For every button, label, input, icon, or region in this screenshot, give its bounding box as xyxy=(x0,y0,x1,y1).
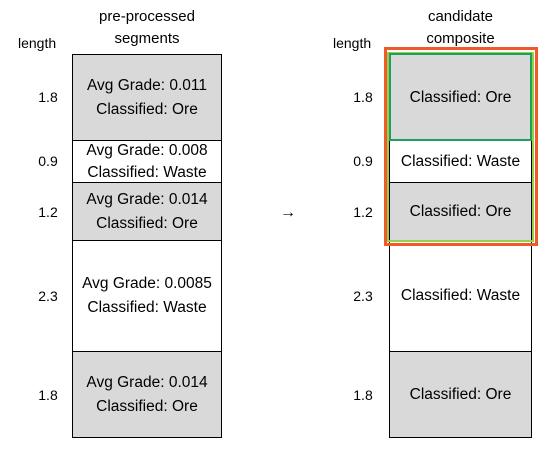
left-length-value: 1.8 xyxy=(38,387,58,403)
left-length-label: length xyxy=(18,35,57,51)
right-length-value: 0.9 xyxy=(353,153,373,169)
right-length-label: length xyxy=(333,35,372,51)
left-header-line2: segments xyxy=(114,30,180,47)
segment-class: Classified: Ore xyxy=(409,385,512,403)
right-length-value: 2.3 xyxy=(353,288,373,304)
right-column-header: candidate composite xyxy=(389,6,532,50)
arrow-icon: → xyxy=(280,204,296,221)
left-segment-4: Avg Grade: 0.0085 Classified: Waste xyxy=(72,240,222,352)
segment-class: Classified: Waste xyxy=(400,287,521,304)
segment-class: Classified: Waste xyxy=(87,163,207,181)
left-length-value: 1.2 xyxy=(38,204,58,220)
right-length-value: 1.8 xyxy=(353,89,373,105)
right-segment-4: Classified: Waste xyxy=(389,240,532,352)
left-segment-2: Avg Grade: 0.008 Classified: Waste xyxy=(72,140,222,183)
left-segment-5: Avg Grade: 0.014 Classified: Ore xyxy=(72,351,222,438)
segment-class: Classified: Ore xyxy=(96,214,198,232)
right-length-value: 1.8 xyxy=(353,387,373,403)
left-header-line1: pre-processed xyxy=(99,8,195,25)
right-header-line2: composite xyxy=(426,30,495,47)
segment-class: Classified: Ore xyxy=(96,100,198,118)
right-length-value: 1.2 xyxy=(353,204,373,220)
left-length-value: 2.3 xyxy=(38,288,58,304)
segment-class: Classified: Ore xyxy=(409,88,512,106)
segment-class: Classified: Waste xyxy=(87,299,207,316)
segment-grade: Avg Grade: 0.014 xyxy=(86,373,208,391)
segment-class: Classified: Ore xyxy=(96,397,198,415)
segment-grade: Avg Grade: 0.014 xyxy=(86,190,208,208)
right-segment-3: Classified: Ore xyxy=(389,182,532,241)
right-header-line1: candidate xyxy=(427,8,494,25)
left-segment-3: Avg Grade: 0.014 Classified: Ore xyxy=(72,182,222,241)
left-length-value: 1.8 xyxy=(38,89,58,105)
left-segment-1: Avg Grade: 0.011 Classified: Ore xyxy=(72,54,222,141)
segment-grade: Avg Grade: 0.0085 xyxy=(82,275,212,292)
segment-class: Classified: Ore xyxy=(409,202,512,220)
right-segment-1: Classified: Ore xyxy=(389,54,532,141)
left-column-header: pre-processed segments xyxy=(72,6,222,50)
segment-grade: Avg Grade: 0.011 xyxy=(86,76,208,94)
right-segment-5: Classified: Ore xyxy=(389,351,532,438)
left-length-value: 0.9 xyxy=(38,153,58,169)
segment-class: Classified: Waste xyxy=(400,152,521,170)
right-segment-2: Classified: Waste xyxy=(389,140,532,183)
segment-grade: Avg Grade: 0.008 xyxy=(86,141,208,159)
